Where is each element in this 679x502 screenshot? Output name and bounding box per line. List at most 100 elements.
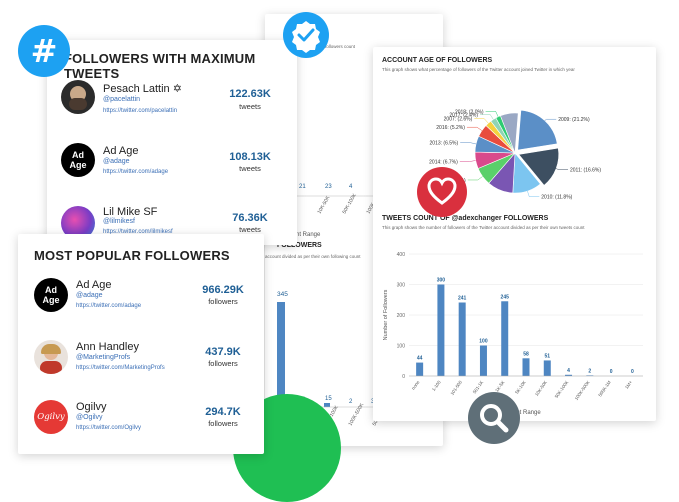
back-section-desc: account divided as per their own followi…: [265, 254, 361, 259]
pie-leader-line: [485, 111, 499, 117]
user-handle: @adage: [76, 292, 103, 299]
bar: [501, 301, 509, 376]
bar-x-tick-label: 1K-5K: [494, 380, 505, 393]
list-item[interactable]: Ad Age Ad Age @adage https://twitter.com…: [18, 272, 264, 332]
bar: [458, 302, 466, 376]
bar: [586, 375, 594, 376]
bar-data-label: 0: [610, 369, 613, 375]
user-value: 122.63K: [229, 88, 271, 100]
pie-leader-line: [541, 118, 557, 124]
avatar: Ad Age: [61, 143, 95, 177]
user-unit: followers: [208, 359, 238, 368]
bar-x-tick-label: none: [411, 379, 421, 390]
pie-leader-line: [474, 118, 489, 124]
bar-data-label: 51: [544, 353, 550, 359]
bar-x-tick-label: 10K-50K: [534, 380, 548, 397]
adage-logo-text: Ad Age: [42, 285, 60, 305]
back-bar: [324, 403, 330, 407]
user-name: Lil Mike SF: [103, 206, 158, 218]
bar-y-tick-label: 300: [397, 283, 406, 289]
pie-data-label: 2009: (21.2%): [558, 117, 590, 123]
hashtag-icon: #: [18, 25, 70, 77]
bar: [479, 345, 487, 376]
bar: [543, 360, 551, 376]
user-handle: @MarketingProfs: [76, 354, 131, 361]
popular-followers-card: MOST POPULAR FOLLOWERS Ad Age Ad Age @ad…: [18, 234, 264, 454]
pie-data-label: 2007: (2.6%): [444, 117, 473, 123]
pie-leader-line: [480, 114, 494, 120]
user-unit: tweets: [239, 102, 261, 111]
pie-slice: [500, 112, 519, 154]
user-value: 294.7K: [205, 406, 241, 418]
back-bar-label: 15: [325, 396, 332, 402]
bar-y-tick-label: 200: [397, 313, 406, 319]
max-tweets-title: FOLLOWERS WITH MAXIMUM TWEETS: [64, 51, 256, 81]
bar-x-tick-label: 500K-1M: [597, 380, 612, 398]
avatar: Ogilvy: [34, 400, 68, 434]
bar-data-label: 241: [458, 295, 467, 301]
search-icon[interactable]: [468, 392, 520, 444]
bar-data-label: 2: [588, 368, 591, 374]
back-bar-label: 2: [349, 399, 353, 405]
user-link[interactable]: https://twitter.com/MarketingProfs: [76, 365, 165, 371]
bar-data-label: 100: [479, 339, 488, 345]
user-handle: @lilmikesf: [103, 218, 135, 225]
bar: [437, 284, 445, 376]
pie-data-label: 2016: (5.2%): [436, 125, 465, 131]
back-xlabel: Count Range: [285, 232, 321, 238]
bar-x-tick-label: 50K-100K: [554, 380, 570, 399]
user-name: Ad Age: [103, 145, 139, 157]
back-bar-label: 345: [277, 291, 288, 298]
list-item[interactable]: Pesach Lattin ✡ @pacelattin https://twit…: [47, 70, 297, 130]
pie-leader-line: [459, 160, 476, 162]
user-link[interactable]: https://twitter.com/adage: [103, 169, 169, 175]
back-bar-label: 23: [325, 184, 332, 190]
user-handle: @pacelattin: [103, 96, 141, 103]
list-item[interactable]: Ad Age Ad Age @adage https://twitter.com/…: [47, 135, 297, 195]
bar-y-axis-label: Number of Followers: [383, 289, 389, 340]
account-age-pie-chart: 2009: (21.2%) 2011: (16.6%) 2010: (11.8%) 2…: [429, 109, 601, 200]
heart-icon: [417, 167, 467, 217]
bar-y-tick-label: 0: [402, 374, 405, 380]
user-link[interactable]: https://twitter.com/lilmikesf: [103, 229, 173, 235]
bar: [565, 374, 573, 376]
pie-leader-line: [552, 166, 569, 170]
list-item[interactable]: Ann Handley @MarketingProfs https://twit…: [18, 334, 264, 394]
user-unit: followers: [208, 419, 238, 428]
user-link[interactable]: https://twitter.com/pacelattin: [103, 108, 178, 114]
bar-data-label: 0: [631, 369, 634, 375]
back-card-desc: followers count: [325, 44, 356, 49]
user-name: Ad Age: [76, 279, 112, 291]
bar-x-axis-label: Count Range: [505, 410, 541, 416]
bar-data-label: 4: [567, 368, 570, 374]
ogilvy-logo-text: Ogilvy: [37, 412, 65, 422]
back-bar: [277, 302, 285, 402]
user-link[interactable]: https://twitter.com/Ogilvy: [76, 425, 142, 431]
pie-leader-line: [460, 142, 477, 145]
user-unit: followers: [208, 297, 238, 306]
user-value: 76.36K: [232, 212, 268, 224]
user-handle: @Ogilvy: [76, 414, 103, 421]
user-value: 108.13K: [229, 151, 271, 163]
adage-logo-text: Ad Age: [69, 150, 87, 170]
bar-y-tick-label: 400: [397, 252, 406, 258]
pie-leader-line: [527, 190, 540, 197]
user-name: Ann Handley: [76, 341, 139, 353]
bar-x-tick-label: 1M+: [624, 379, 633, 389]
verified-icon: [283, 12, 329, 58]
tweets-count-desc: This graph shows the number of followers…: [382, 225, 585, 230]
bar-data-label: 58: [523, 351, 529, 357]
user-name: Pesach Lattin ✡: [103, 83, 182, 95]
analytics-card: ACCOUNT AGE OF FOLLOWERS This graph show…: [373, 47, 656, 421]
max-tweets-card: FOLLOWERS WITH MAXIMUM TWEETS Pesach Lat…: [47, 40, 297, 245]
user-value: 966.29K: [202, 284, 244, 296]
user-link[interactable]: https://twitter.com/adage: [76, 303, 142, 309]
pie-data-label: 2017: (2.4%): [449, 112, 478, 118]
back-tick-label: 10K-50K: [317, 195, 332, 215]
bar-data-label: 300: [437, 278, 446, 284]
tweets-count-title: TWEETS COUNT OF @adexchanger FOLLOWERS: [382, 215, 549, 222]
list-item[interactable]: Ogilvy Ogilvy @Ogilvy https://twitter.co…: [18, 396, 264, 454]
pie-data-label: 2011: (16.6%): [570, 167, 601, 173]
popular-title: MOST POPULAR FOLLOWERS: [34, 248, 230, 263]
bar: [416, 362, 424, 376]
